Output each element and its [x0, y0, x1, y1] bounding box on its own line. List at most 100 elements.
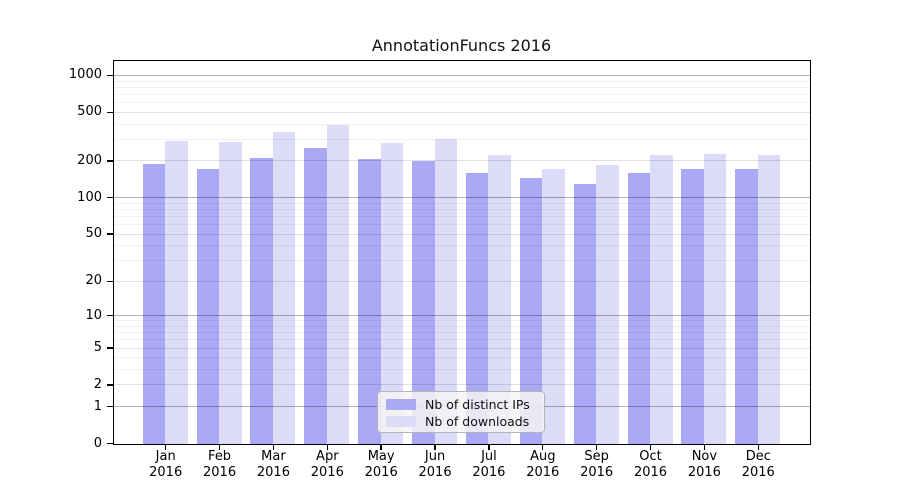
- legend-label-downloads: Nb of downloads: [425, 414, 530, 429]
- bar-downloads-jul: [488, 155, 511, 444]
- x-tick-label: Sep 2016: [565, 449, 629, 481]
- gridline-minor: [114, 123, 810, 125]
- y-tick-label: 10: [85, 307, 102, 323]
- gridline: [114, 280, 810, 282]
- y-tick-label: 0: [93, 435, 102, 451]
- gridline-minor: [114, 224, 810, 225]
- gridline: [114, 111, 810, 113]
- gridline-minor: [114, 93, 810, 95]
- x-tick-label: Aug 2016: [511, 449, 575, 481]
- x-tick-mark: [488, 445, 490, 450]
- x-tick-mark: [218, 445, 221, 450]
- gridline-minor: [114, 138, 810, 140]
- bar-downloads-mar: [272, 131, 296, 444]
- legend: Nb of distinct IPs Nb of downloads: [377, 391, 545, 433]
- bar-ips-feb: [196, 169, 220, 444]
- y-tick-mark: [107, 74, 113, 77]
- y-tick-mark: [107, 315, 113, 317]
- x-tick-label-year: 2016: [526, 465, 560, 480]
- legend-swatch-downloads-icon: [386, 416, 416, 427]
- y-tick-mark: [107, 111, 113, 114]
- gridline: [114, 197, 810, 199]
- x-tick-label: Mar 2016: [241, 449, 305, 481]
- bar-ips-mar: [250, 157, 273, 444]
- y-tick-label: 100: [77, 189, 102, 205]
- gridline: [114, 233, 810, 235]
- gridline-minor: [114, 260, 810, 262]
- x-tick-label: May 2016: [349, 449, 413, 481]
- bar-downloads-feb: [219, 141, 242, 444]
- y-tick-mark: [107, 196, 113, 199]
- x-tick-mark: [272, 445, 275, 450]
- x-tick-label: Feb 2016: [188, 449, 252, 481]
- y-tick-mark: [107, 442, 113, 445]
- gridline-minor: [114, 202, 810, 204]
- gridline: [114, 384, 810, 386]
- legend-item-downloads: Nb of downloads: [386, 413, 544, 430]
- y-tick-label: 1: [93, 398, 102, 414]
- x-tick-mark: [542, 445, 544, 450]
- x-tick-label-year: 2016: [580, 465, 614, 480]
- chart-title: AnnotationFuncs 2016: [371, 36, 552, 55]
- bar-downloads-dec: [757, 154, 781, 444]
- bar-ips-nov: [681, 169, 704, 444]
- bar-downloads-sep: [596, 165, 619, 444]
- x-tick-mark: [380, 445, 382, 450]
- y-tick-label: 5: [93, 340, 102, 356]
- plot-area: [113, 60, 811, 445]
- bar-ips-dec: [735, 169, 758, 444]
- bar-ips-jul: [465, 172, 489, 444]
- y-tick-mark: [107, 160, 113, 162]
- bar-downloads-aug: [542, 168, 565, 444]
- legend-swatch-distinct-ips-icon: [386, 399, 416, 410]
- x-tick-label-year: 2016: [256, 465, 290, 480]
- y-tick-label: 1000: [68, 67, 102, 83]
- gridline: [114, 74, 810, 76]
- x-tick-label-year: 2016: [310, 465, 344, 480]
- x-tick-mark: [649, 445, 652, 450]
- y-tick-mark: [107, 233, 113, 235]
- x-tick-mark: [595, 445, 598, 450]
- x-tick-label-year: 2016: [741, 465, 775, 480]
- bar-ips-aug: [519, 177, 543, 444]
- bar-downloads-oct: [650, 155, 673, 444]
- x-tick-label-year: 2016: [472, 465, 506, 480]
- x-tick-label: Apr 2016: [295, 449, 359, 481]
- x-tick-label: Oct 2016: [619, 449, 683, 481]
- gridline-minor: [114, 320, 810, 322]
- gridline-minor: [114, 325, 810, 327]
- y-tick-mark: [107, 347, 113, 349]
- gridline: [114, 315, 810, 317]
- gridline-minor: [114, 208, 810, 210]
- gridline-minor: [114, 80, 810, 82]
- x-tick-label: Jun 2016: [403, 449, 467, 481]
- bar-downloads-jun: [434, 139, 458, 444]
- x-tick-label-year: 2016: [633, 465, 668, 480]
- y-tick-mark: [107, 405, 113, 408]
- x-tick-label-year: 2016: [418, 465, 452, 480]
- x-tick-mark: [165, 445, 167, 450]
- gridline-minor: [114, 339, 810, 341]
- bar-ips-jun: [412, 160, 435, 444]
- x-tick-label: Dec 2016: [726, 449, 790, 481]
- bar-ips-sep: [573, 184, 597, 444]
- y-tick-label: 500: [77, 104, 102, 120]
- x-tick-label-year: 2016: [149, 465, 183, 480]
- x-tick-mark: [434, 445, 436, 450]
- bar-ips-apr: [304, 147, 327, 444]
- gridline-minor: [114, 102, 810, 104]
- gridline-minor: [114, 245, 810, 247]
- gridline: [114, 160, 810, 162]
- y-tick-label: 2: [93, 376, 102, 392]
- gridline-minor: [114, 86, 810, 88]
- y-tick-label: 20: [85, 273, 102, 289]
- bar-ips-oct: [627, 172, 651, 444]
- bar-downloads-apr: [326, 124, 350, 444]
- y-tick-mark: [107, 384, 113, 386]
- gridline-minor: [114, 369, 810, 371]
- gridline: [114, 347, 810, 349]
- bar-downloads-jan: [165, 140, 188, 444]
- x-tick-label-year: 2016: [687, 465, 721, 480]
- x-tick-label: Jul 2016: [457, 449, 521, 481]
